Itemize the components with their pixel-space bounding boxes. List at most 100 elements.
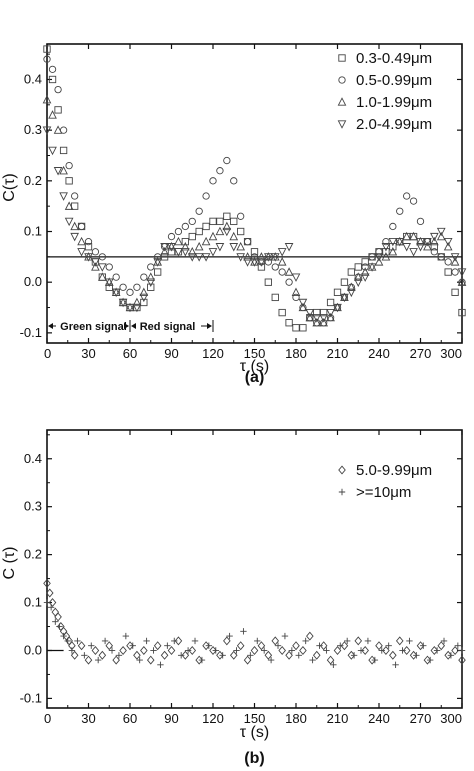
data-point [413, 652, 420, 659]
data-point [440, 637, 448, 645]
x-tick-label: 120 [202, 711, 224, 726]
data-point [51, 607, 60, 617]
data-point [112, 655, 120, 665]
data-point [150, 647, 157, 654]
data-point [399, 647, 406, 654]
data-point [216, 167, 224, 175]
data-point [371, 656, 379, 664]
data-point [382, 248, 390, 256]
data-point [205, 642, 213, 649]
data-point [48, 110, 57, 119]
data-point [389, 650, 397, 660]
data-point [237, 227, 245, 236]
data-point [70, 221, 80, 231]
data-point [101, 637, 109, 645]
data-point [320, 308, 328, 317]
data-point [43, 45, 51, 53]
data-point [160, 253, 169, 261]
data-point [74, 637, 81, 645]
legend-marker [338, 488, 346, 496]
data-point [243, 655, 252, 665]
data-point [333, 303, 342, 313]
y-tick-label: 0.4 [24, 451, 42, 466]
data-point [353, 278, 363, 287]
data-point [47, 604, 55, 611]
data-point [389, 243, 397, 251]
x-axis-title: τ (s) [240, 724, 269, 741]
data-point [347, 650, 356, 660]
data-point [223, 212, 231, 220]
x-tick-label: 150 [244, 711, 266, 726]
data-point [305, 308, 315, 318]
data-point [250, 645, 259, 655]
data-point [454, 642, 462, 649]
data-point [48, 65, 57, 73]
data-point [457, 268, 467, 277]
x-tick-label: 180 [285, 346, 307, 361]
data-point [119, 283, 127, 291]
data-point [409, 650, 418, 660]
data-point [444, 650, 452, 660]
data-point [115, 652, 123, 659]
data-point [84, 243, 93, 251]
data-point [105, 283, 113, 291]
data-point [305, 312, 315, 322]
data-point [392, 661, 399, 669]
data-point [416, 236, 425, 246]
data-point [43, 599, 51, 606]
data-point [375, 641, 383, 651]
data-point [133, 650, 141, 660]
data-point [43, 55, 51, 63]
data-point [118, 298, 128, 308]
data-point [443, 241, 453, 251]
x-tick-label: 30 [81, 346, 95, 361]
data-point [395, 636, 404, 646]
data-point [70, 650, 79, 660]
data-point [319, 317, 329, 327]
data-point [91, 248, 100, 256]
x-tick-label: 270 [410, 711, 432, 726]
data-point [60, 632, 67, 640]
data-point [243, 252, 252, 261]
data-point [420, 642, 427, 649]
data-point [382, 237, 390, 246]
data-point [208, 231, 218, 241]
data-point [180, 241, 190, 251]
data-point [105, 641, 114, 651]
data-point [167, 232, 176, 241]
data-point [409, 231, 418, 241]
data-point [153, 641, 162, 651]
data-point [188, 645, 197, 655]
data-point [160, 246, 169, 256]
data-point [174, 236, 183, 246]
y-tick-label: -0.1 [20, 690, 42, 705]
panel-a-chart: 0 30 60 90 120 150 180 210 240 270 300 -0.1 0.0 0.1 0.… [1, 43, 467, 386]
data-point [458, 308, 466, 317]
x-tick-label: 180 [285, 711, 307, 726]
data-point [54, 85, 62, 94]
data-point [271, 636, 280, 646]
data-point [450, 253, 460, 262]
series-4 [42, 126, 467, 323]
data-point [402, 231, 412, 241]
data-point [406, 637, 413, 645]
data-point [208, 248, 218, 257]
data-point [298, 302, 308, 312]
data-point [291, 273, 301, 282]
data-point [385, 642, 392, 649]
data-point [88, 642, 95, 649]
data-point [188, 232, 196, 241]
data-point [312, 650, 321, 660]
data-point [447, 652, 455, 659]
data-point [396, 207, 404, 215]
data-point [257, 258, 266, 267]
data-point [97, 272, 107, 281]
data-point [216, 217, 224, 226]
data-point [426, 656, 434, 664]
data-point [326, 308, 335, 318]
data-point [226, 632, 233, 640]
data-point [133, 283, 141, 291]
data-point [111, 288, 121, 298]
data-point [229, 231, 239, 241]
data-point [222, 221, 232, 231]
